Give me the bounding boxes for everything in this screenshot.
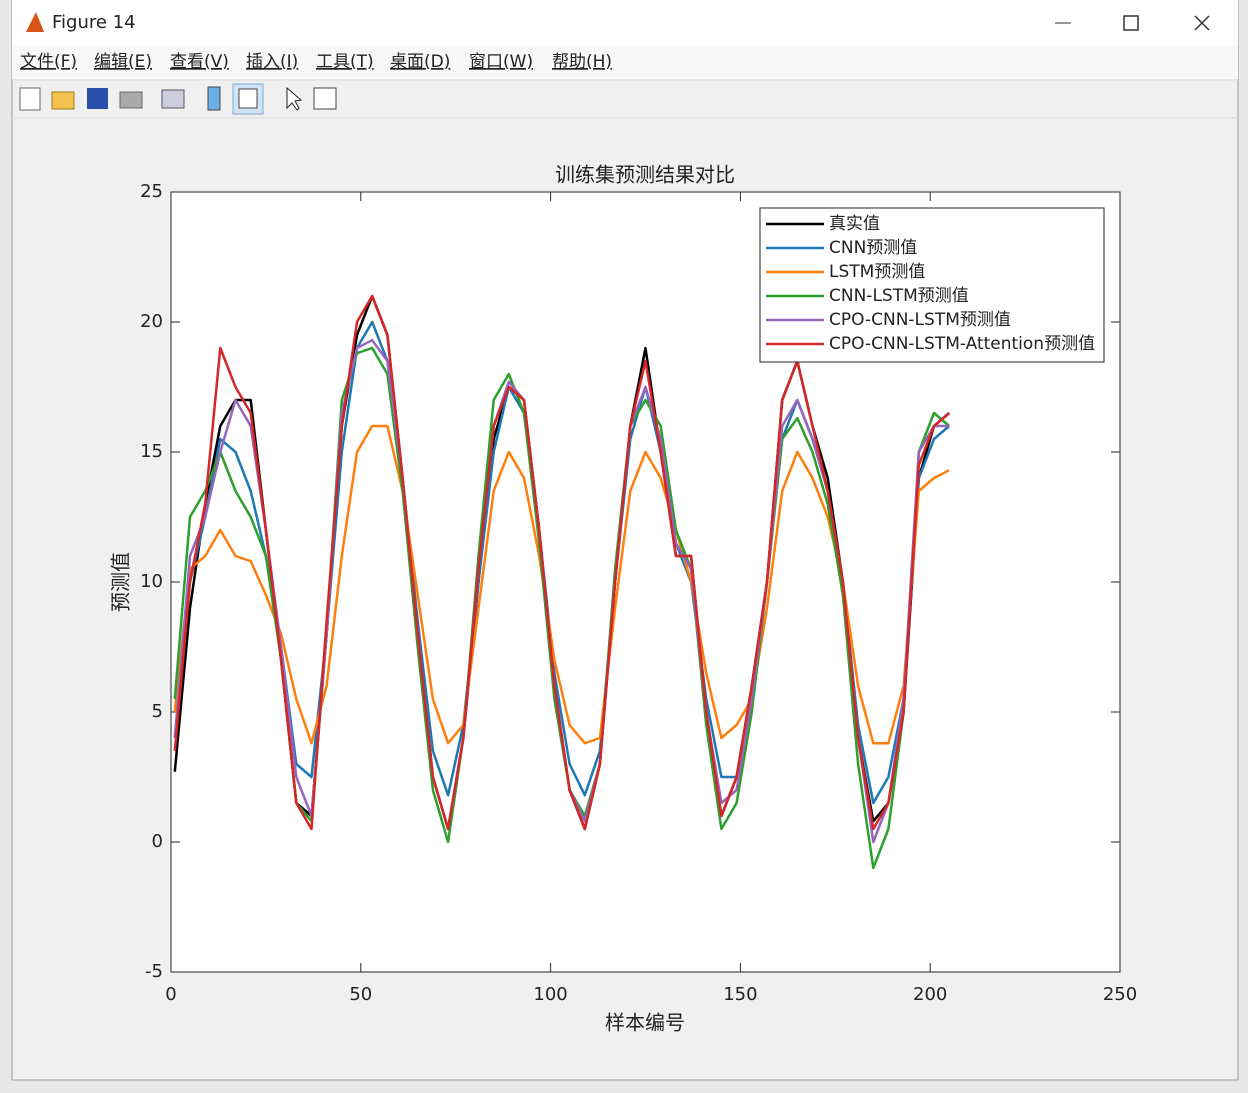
app-icon: [26, 12, 44, 32]
y-tick-label: 15: [140, 441, 163, 462]
y-tick-label: 0: [152, 831, 163, 852]
menu-bar: [12, 45, 1238, 79]
tool-property[interactable]: [313, 87, 337, 110]
legend-label: CPO-CNN-LSTM-Attention预测值: [829, 334, 1095, 354]
legend-label: CPO-CNN-LSTM预测值: [829, 310, 1011, 330]
x-tick-label: 200: [913, 984, 947, 1005]
plot: 0 50 100 150 200 250-50510152025真实值CNN预测值LSTM…: [140, 181, 1137, 1005]
maximize-button[interactable]: [1123, 15, 1139, 31]
series-line: [173, 294, 951, 831]
legend-label: LSTM预测值: [829, 262, 925, 282]
x-tick-label: 50: [349, 984, 372, 1005]
menu-item[interactable]: 插入(I): [246, 52, 298, 72]
tool-colorbar[interactable]: [207, 86, 221, 111]
tool-link[interactable]: [161, 89, 185, 109]
legend-label: CNN预测值: [829, 238, 917, 258]
title-bar: [12, 0, 1238, 45]
tool-new[interactable]: [19, 87, 41, 111]
tool-pointer[interactable]: [286, 86, 303, 111]
chart-title: 训练集预测结果对比: [555, 163, 735, 187]
menu-item[interactable]: 帮助(H): [552, 52, 612, 72]
y-tick-label: 5: [152, 701, 163, 722]
close-button[interactable]: [1194, 15, 1210, 31]
tool-open[interactable]: [51, 91, 75, 110]
menu: 文件(F) 编辑(E) 查看(V) 插入(I) 工具(T) 桌面(D) 窗口(W) 帮助(H): [20, 52, 612, 72]
series-line: [173, 424, 950, 745]
menu-item[interactable]: 工具(T): [316, 52, 374, 72]
x-tick-label: 250: [1103, 984, 1137, 1005]
legend-label: CNN-LSTM预测值: [829, 286, 969, 306]
legend-box: [759, 207, 1105, 363]
x-axis-label: 样本编号: [605, 1011, 685, 1035]
menu-item[interactable]: 文件(F): [20, 52, 77, 72]
tool-legend-icon: [238, 88, 258, 109]
window-title: Figure 14: [52, 12, 136, 33]
x-tick-label: 150: [723, 984, 757, 1005]
y-tick-label: 25: [140, 181, 163, 202]
y-tick-label: 20: [140, 311, 163, 332]
x-tick-label: 0: [165, 984, 176, 1005]
y-tick-label: -5: [145, 961, 163, 982]
toolbar: [19, 83, 337, 115]
y-tick-label: 10: [140, 571, 163, 592]
menu-item[interactable]: 窗口(W): [469, 52, 533, 72]
menu-item[interactable]: 编辑(E): [94, 52, 152, 72]
x-tick-label: 100: [533, 984, 567, 1005]
menu-item[interactable]: 查看(V): [170, 52, 229, 72]
tool-print[interactable]: [119, 91, 143, 109]
y-axis-label: 预测值: [109, 552, 133, 612]
legend-label: 真实值: [829, 214, 880, 234]
menu-item[interactable]: 桌面(D): [390, 52, 450, 72]
tool-save[interactable]: [87, 88, 108, 109]
